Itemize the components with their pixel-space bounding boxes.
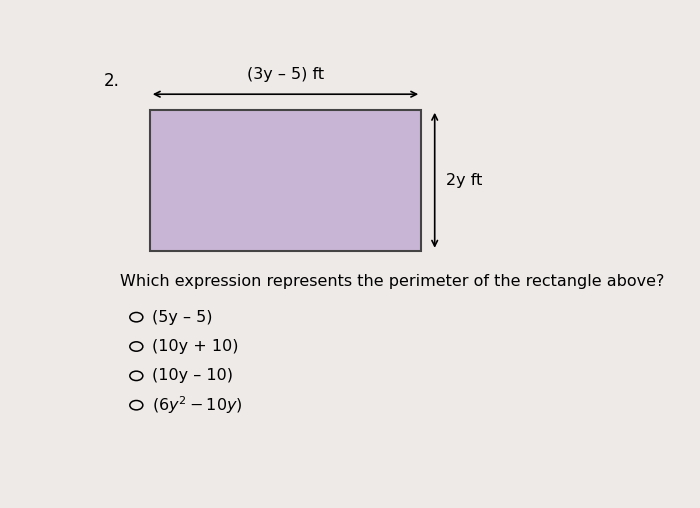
Text: (10y – 10): (10y – 10) [151, 368, 232, 384]
Bar [150, 110, 421, 250]
Text: (10y + 10): (10y + 10) [151, 339, 238, 354]
Text: (5y – 5): (5y – 5) [151, 310, 212, 325]
Text: 2y ft: 2y ft [446, 173, 482, 188]
Text: (3y – 5) ft: (3y – 5) ft [247, 68, 324, 82]
Text: 2.: 2. [104, 72, 120, 89]
Text: $(6y^2 - 10y)$: $(6y^2 - 10y)$ [151, 394, 242, 416]
Text: Which expression represents the perimeter of the rectangle above?: Which expression represents the perimete… [120, 274, 664, 289]
